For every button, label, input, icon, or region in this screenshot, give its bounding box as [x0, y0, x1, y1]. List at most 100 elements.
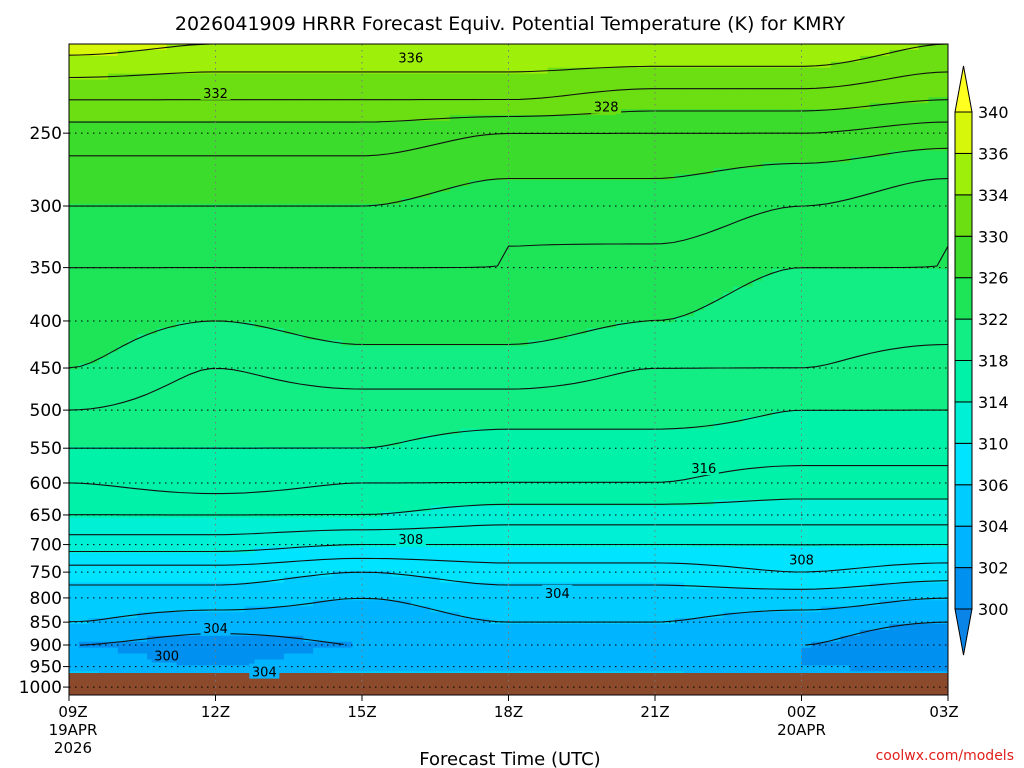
heatmap-cell [254, 268, 265, 276]
heatmap-cell [195, 647, 207, 655]
heatmap-cell [362, 103, 373, 110]
heatmap-cell [195, 156, 207, 163]
heatmap-cell [283, 333, 295, 341]
heatmap-cell [449, 144, 461, 152]
heatmap-cell [371, 280, 383, 288]
heatmap-cell [303, 410, 314, 418]
heatmap-cell [88, 61, 99, 69]
heatmap-cell [381, 547, 392, 554]
heatmap-cell [176, 428, 187, 436]
heatmap-cell [293, 44, 304, 51]
heatmap-cell [371, 393, 383, 400]
heatmap-cell [225, 552, 236, 560]
heatmap-cell [420, 552, 431, 560]
heatmap-cell [371, 505, 383, 513]
heatmap-cell [401, 570, 412, 578]
heatmap-cell [78, 339, 90, 347]
heatmap-cell [449, 174, 461, 181]
heatmap-cell [469, 476, 480, 483]
heatmap-cell [205, 251, 217, 258]
heatmap-cell [498, 653, 510, 661]
heatmap-cell [166, 257, 178, 264]
heatmap-cell [371, 552, 383, 560]
heatmap-cell [264, 594, 275, 601]
heatmap-cell [176, 221, 187, 229]
heatmap-cell [176, 316, 187, 323]
heatmap-cell [362, 582, 373, 590]
heatmap-cell [78, 434, 90, 442]
heatmap-cell [98, 470, 109, 477]
heatmap-cell [147, 458, 158, 465]
heatmap-cell [322, 487, 334, 495]
heatmap-cell [322, 280, 334, 288]
heatmap-cell [303, 375, 314, 382]
heatmap-cell [469, 209, 480, 217]
heatmap-cell [166, 209, 178, 217]
heatmap-cell [293, 452, 304, 459]
heatmap-cell [313, 606, 324, 613]
heatmap-cell [332, 221, 344, 229]
heatmap-cell [244, 286, 256, 294]
heatmap-cell [195, 304, 207, 311]
heatmap-cell [176, 91, 187, 98]
heatmap-cell [479, 381, 490, 388]
heatmap-cell [391, 523, 402, 530]
heatmap-cell [195, 387, 207, 394]
heatmap-cell [283, 523, 295, 530]
heatmap-cell [459, 186, 471, 193]
heatmap-cell [215, 345, 226, 353]
heatmap-cell [401, 67, 412, 75]
heatmap-cell [401, 304, 412, 311]
heatmap-cell [98, 339, 109, 347]
heatmap-cell [195, 440, 207, 448]
heatmap-cell [78, 493, 90, 501]
heatmap-cell [108, 416, 119, 424]
heatmap-cell [498, 405, 510, 412]
heatmap-cell [88, 197, 99, 205]
heatmap-cell [293, 150, 304, 158]
heatmap-cell [98, 280, 109, 288]
heatmap-cell [479, 162, 490, 169]
heatmap-cell [205, 434, 217, 442]
heatmap-cell [225, 405, 236, 412]
heatmap-cell [371, 487, 383, 495]
heatmap-cell [205, 257, 217, 264]
heatmap-cell [313, 476, 324, 483]
heatmap-cell [69, 328, 80, 335]
heatmap-cell [332, 268, 344, 276]
heatmap-cell [156, 375, 168, 382]
heatmap-cell [156, 357, 168, 365]
heatmap-cell [430, 405, 441, 412]
heatmap-cell [137, 505, 148, 513]
heatmap-cell [293, 67, 304, 75]
heatmap-cell [371, 44, 383, 51]
heatmap-cell [205, 345, 217, 353]
heatmap-cell [488, 665, 500, 672]
heatmap-cell [117, 464, 129, 471]
heatmap-cell [127, 191, 138, 199]
heatmap-cell [186, 298, 197, 305]
heatmap-cell [410, 339, 422, 347]
heatmap-cell [371, 440, 383, 448]
heatmap-cell [186, 245, 197, 252]
heatmap-cell [78, 115, 90, 122]
heatmap-cell [293, 328, 304, 335]
heatmap-cell [420, 582, 431, 590]
heatmap-cell [401, 481, 412, 489]
heatmap-cell [449, 292, 461, 300]
heatmap-cell [371, 126, 383, 134]
heatmap-cell [156, 115, 168, 122]
heatmap-cell [498, 197, 510, 205]
heatmap-cell [176, 274, 187, 282]
heatmap-cell [342, 606, 353, 613]
heatmap-cell [293, 138, 304, 146]
heatmap-cell [235, 44, 246, 51]
heatmap-cell [78, 120, 90, 128]
heatmap-cell [449, 357, 461, 365]
heatmap-cell [98, 268, 109, 276]
heatmap-cell [430, 73, 441, 81]
heatmap-cell [264, 162, 275, 169]
heatmap-cell [225, 227, 236, 234]
heatmap-cell [479, 239, 490, 246]
heatmap-cell [498, 227, 510, 234]
